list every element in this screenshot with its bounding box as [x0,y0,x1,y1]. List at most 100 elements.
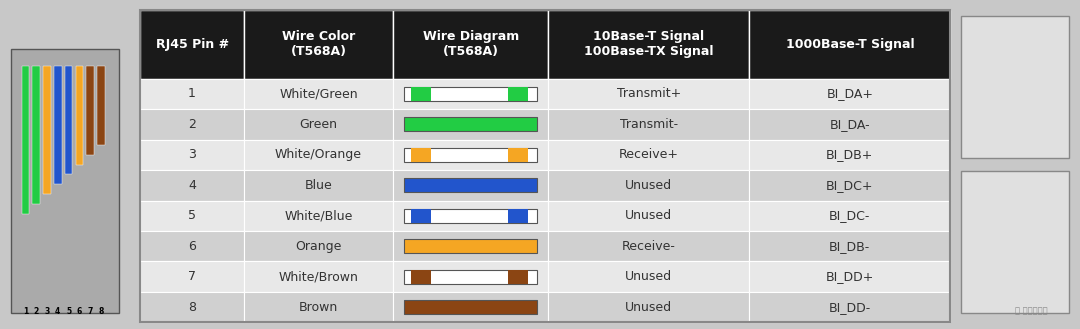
Bar [140,139,244,170]
Bar [393,292,549,322]
Bar [140,79,244,109]
Text: 1: 1 [188,88,197,100]
Bar [140,200,244,231]
Text: 6: 6 [188,240,197,253]
Text: Brown: Brown [299,301,338,314]
Bar [244,292,393,322]
Text: BI_DA+: BI_DA+ [826,88,874,100]
Bar [410,270,431,284]
Bar [140,231,244,262]
Bar [404,240,538,253]
Bar [404,209,538,223]
Bar [76,66,83,164]
Text: 8: 8 [98,307,104,316]
Text: BI_DC+: BI_DC+ [826,179,874,192]
Bar [43,66,51,194]
Bar [65,66,72,174]
Bar [393,231,549,262]
Bar [508,209,528,223]
Text: BI_DD-: BI_DD- [828,301,870,314]
Bar [244,170,393,200]
Text: RJ45 Pin #: RJ45 Pin # [156,38,229,51]
Text: Blue: Blue [305,179,333,192]
Text: BI_DC-: BI_DC- [829,209,870,222]
Text: BI_DB+: BI_DB+ [826,148,874,161]
Bar [750,262,950,292]
Text: 4: 4 [188,179,197,192]
Text: 2: 2 [188,118,197,131]
Bar [393,200,549,231]
Bar [410,148,431,162]
Text: 2: 2 [33,307,39,316]
Bar [404,148,538,162]
Bar [244,10,393,79]
Text: Receive+: Receive+ [619,148,679,161]
Bar [22,66,29,214]
Bar [244,262,393,292]
Text: Receive-: Receive- [622,240,676,253]
Text: BI_DD+: BI_DD+ [826,270,874,283]
Bar [410,87,431,101]
Bar [404,178,538,192]
Text: 5: 5 [188,209,197,222]
Bar [244,139,393,170]
Bar [393,170,549,200]
Bar [961,16,1069,158]
Bar [549,262,750,292]
Text: 1000Base-T Signal: 1000Base-T Signal [785,38,914,51]
Text: BI_DA-: BI_DA- [829,118,870,131]
Bar [961,171,1069,313]
Text: Unused: Unused [625,301,673,314]
Bar [750,139,950,170]
Text: 8: 8 [188,301,197,314]
Bar [508,270,528,284]
Text: Transmit+: Transmit+ [617,88,680,100]
Text: 5: 5 [66,307,71,316]
Bar [750,292,950,322]
Text: Orange: Orange [295,240,341,253]
Text: 1: 1 [23,307,28,316]
Bar [244,200,393,231]
Bar [32,66,40,204]
Text: White/Blue: White/Blue [284,209,353,222]
Bar [549,109,750,139]
Text: 值 什么值得买: 值 什么值得买 [1015,307,1048,316]
Bar [393,10,549,79]
Text: Wire Diagram
(T568A): Wire Diagram (T568A) [422,30,518,58]
Bar [549,292,750,322]
Bar [549,200,750,231]
Text: White/Green: White/Green [279,88,357,100]
Bar [11,49,119,313]
Text: White/Brown: White/Brown [279,270,359,283]
Bar [750,79,950,109]
Bar [549,231,750,262]
Text: Transmit-: Transmit- [620,118,678,131]
Bar [750,231,950,262]
Bar [549,139,750,170]
Text: 4: 4 [55,307,60,316]
Text: 7: 7 [188,270,197,283]
Bar [750,10,950,79]
Bar [549,79,750,109]
Bar [244,79,393,109]
Bar [549,10,750,79]
Bar [244,109,393,139]
Text: Unused: Unused [625,209,673,222]
Bar [393,139,549,170]
Bar [393,79,549,109]
Bar [140,109,244,139]
Text: 10Base-T Signal
100Base-TX Signal: 10Base-T Signal 100Base-TX Signal [584,30,714,58]
Bar [244,231,393,262]
Bar [97,66,105,145]
Bar [750,109,950,139]
Text: Unused: Unused [625,270,673,283]
Text: 6: 6 [77,307,82,316]
Bar [750,200,950,231]
Text: White/Orange: White/Orange [275,148,362,161]
Text: 3: 3 [44,307,50,316]
Bar [404,300,538,314]
Bar [140,262,244,292]
Text: 3: 3 [188,148,197,161]
Text: Green: Green [299,118,337,131]
Bar [86,66,94,155]
